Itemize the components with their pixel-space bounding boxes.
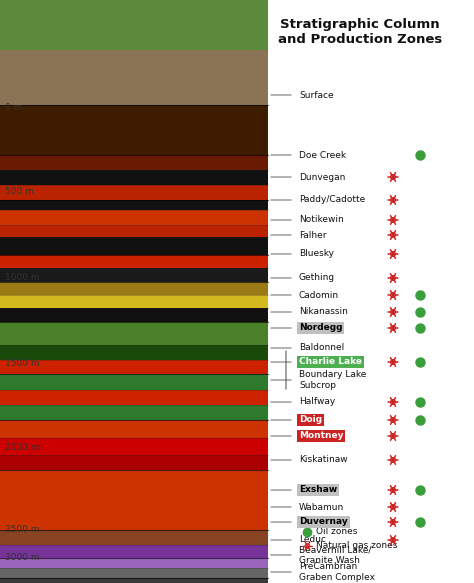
Bar: [0, 568, 268, 578]
Text: PreCambrian
Graben Complex: PreCambrian Graben Complex: [299, 562, 375, 582]
Bar: [0, 282, 268, 295]
Bar: [0, 455, 268, 470]
Text: Falher: Falher: [299, 230, 327, 240]
Bar: [0, 530, 268, 545]
Bar: [0, 360, 268, 374]
Text: Montney: Montney: [299, 431, 344, 441]
Bar: [0, 470, 268, 530]
Bar: [0, 200, 268, 210]
Bar: [0, 268, 268, 282]
Text: Duvernay: Duvernay: [299, 518, 348, 526]
Bar: [0, 237, 268, 255]
Text: LEGEND: LEGEND: [302, 516, 346, 526]
Bar: [0, 0, 268, 50]
Bar: [0, 210, 268, 225]
Bar: [0, 50, 268, 105]
Text: 1000 m: 1000 m: [5, 273, 40, 283]
Bar: [0, 558, 268, 568]
Text: Surface: Surface: [299, 90, 334, 100]
Text: 3000 m: 3000 m: [5, 553, 40, 563]
Bar: [0, 170, 268, 185]
Text: Bluesky: Bluesky: [299, 250, 334, 258]
Text: Paddy/Cadotte: Paddy/Cadotte: [299, 195, 365, 205]
Bar: [0, 308, 268, 322]
Bar: [0, 155, 268, 170]
Text: Dunvegan: Dunvegan: [299, 173, 346, 181]
Text: Boundary Lake
Subcrop: Boundary Lake Subcrop: [299, 370, 366, 389]
Text: 2000 m: 2000 m: [5, 442, 39, 451]
Text: 2500 m: 2500 m: [5, 525, 39, 535]
Text: Kiskatinaw: Kiskatinaw: [299, 455, 347, 465]
Text: Nordegg: Nordegg: [299, 324, 343, 332]
Text: Leduc: Leduc: [299, 536, 326, 545]
Text: Notikewin: Notikewin: [299, 216, 344, 224]
Bar: [0, 322, 268, 345]
Text: 500 m: 500 m: [5, 188, 34, 196]
Text: Beaverhill Lake/
Granite Wash: Beaverhill Lake/ Granite Wash: [299, 545, 371, 565]
Bar: [0, 225, 268, 237]
Text: 1500 m: 1500 m: [5, 360, 40, 368]
Text: 0 m: 0 m: [5, 104, 22, 113]
Bar: [0, 390, 268, 405]
Text: Nikanassin: Nikanassin: [299, 307, 348, 317]
Bar: [0, 578, 268, 583]
Text: Baldonnel: Baldonnel: [299, 343, 344, 353]
Bar: [0, 345, 268, 360]
Bar: [0, 420, 268, 438]
Text: Gething: Gething: [299, 273, 335, 283]
Text: Halfway: Halfway: [299, 398, 335, 406]
Bar: [0, 105, 268, 155]
Text: Charlie Lake: Charlie Lake: [299, 357, 362, 367]
Bar: [0, 545, 268, 558]
Bar: [0, 438, 268, 455]
Bar: [0, 255, 268, 268]
Text: Oil zones: Oil zones: [317, 528, 358, 536]
Text: Doig: Doig: [299, 416, 322, 424]
Bar: [0, 185, 268, 200]
Text: Wabamun: Wabamun: [299, 503, 344, 511]
Bar: [0, 374, 268, 390]
Bar: [0, 405, 268, 420]
Text: Exshaw: Exshaw: [299, 486, 337, 494]
Text: Doe Creek: Doe Creek: [299, 150, 346, 160]
Text: Stratigraphic Column
and Production Zones: Stratigraphic Column and Production Zone…: [278, 18, 442, 46]
Bar: [0, 295, 268, 308]
Text: Cadomin: Cadomin: [299, 290, 339, 300]
Text: Natural gas zones: Natural gas zones: [317, 542, 398, 550]
